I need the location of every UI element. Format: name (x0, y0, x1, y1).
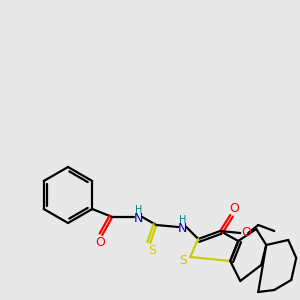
Text: O: O (95, 236, 105, 250)
Text: N: N (134, 212, 143, 224)
Text: O: O (241, 226, 251, 239)
Text: H: H (178, 215, 186, 225)
Text: O: O (229, 202, 239, 215)
Text: S: S (148, 244, 156, 257)
Text: S: S (179, 254, 187, 268)
Text: N: N (178, 221, 187, 235)
Text: H: H (135, 205, 142, 215)
